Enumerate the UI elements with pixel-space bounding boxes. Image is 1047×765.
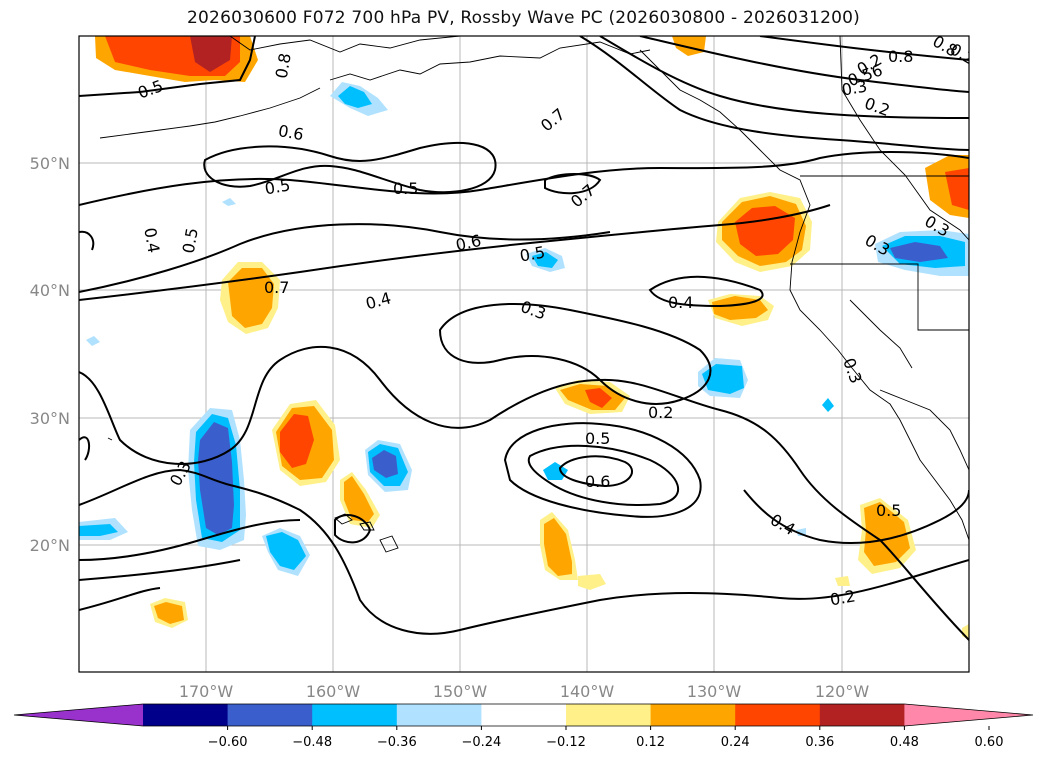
pv-contours — [79, 36, 969, 641]
pv-anomaly-fills — [79, 36, 969, 640]
colorbar-tick-label: 0.36 — [805, 735, 834, 750]
map-title: 2026030600 F072 700 hPa PV, Rossby Wave … — [187, 8, 860, 28]
contour-label: 0.4 — [140, 226, 163, 254]
colorbar-tick-label: −0.12 — [546, 735, 586, 750]
colorbar-tick-label: −0.36 — [377, 735, 417, 750]
contour-label: 0.5 — [135, 76, 165, 103]
colorbar-segment — [735, 704, 821, 726]
longitude-labels: 170°W 160°W 150°W 140°W 130°W 120°W — [179, 682, 870, 701]
contour-label: 0.7 — [537, 104, 569, 135]
colorbar-tick-label: −0.60 — [208, 735, 248, 750]
contour-label: 0.5 — [876, 501, 901, 520]
lat-label: 20°N — [30, 536, 70, 555]
lon-label: 160°W — [306, 682, 361, 701]
graticule — [79, 36, 969, 672]
colorbar-tick-label: −0.48 — [292, 735, 332, 750]
colorbar-segment — [227, 704, 313, 726]
lat-label: 50°N — [30, 154, 70, 173]
lon-label: 120°W — [815, 682, 870, 701]
colorbar-tick-label: −0.24 — [461, 735, 501, 750]
contour-label: 0.4 — [767, 510, 799, 539]
colorbar-segment — [650, 704, 736, 726]
lat-label: 30°N — [30, 409, 70, 428]
colorbar-tick-label: 0.60 — [975, 735, 1004, 750]
contour-label: 0.4 — [364, 288, 394, 313]
lon-label: 150°W — [433, 682, 488, 701]
colorbar-segment — [481, 704, 567, 726]
contour-label: 0.2 — [648, 403, 673, 422]
contour-label: 0.8 — [888, 47, 913, 66]
contour-label: 0.5 — [263, 175, 291, 198]
contour-label: 0.5 — [393, 179, 418, 198]
latitude-labels: 50°N 40°N 30°N 20°N — [30, 154, 70, 555]
contour-label: 0.8 — [272, 52, 295, 80]
colorbar-extend-max — [904, 704, 1033, 726]
lat-label: 40°N — [30, 281, 70, 300]
contour-label: 0.5 — [179, 226, 202, 254]
colorbar-segment — [143, 704, 229, 726]
contour-label: 0.3 — [839, 356, 866, 386]
colorbar-tick-label: 0.24 — [721, 735, 750, 750]
colorbar-tick-label: 0.12 — [636, 735, 665, 750]
contour-label: 0.6 — [277, 121, 305, 144]
colorbar-segment — [566, 704, 652, 726]
colorbar-tick-label: 0.48 — [890, 735, 919, 750]
contour-label: 0.4 — [668, 293, 693, 312]
contour-label: 0.6 — [585, 472, 610, 491]
colorbar-segment — [819, 704, 905, 726]
contour-label: 0.5 — [585, 429, 610, 448]
lon-label: 170°W — [179, 682, 234, 701]
colorbar: −0.60 −0.48 −0.36 −0.24 −0.12 0.12 0.24 0.36 0.4… — [13, 703, 1034, 750]
map-frame — [78, 35, 970, 673]
colorbar-outline — [13, 703, 1034, 727]
coastlines — [99, 36, 969, 553]
contour-label: 0.7 — [567, 180, 599, 211]
contour-label: 0.2 — [828, 586, 856, 609]
lon-label: 140°W — [560, 682, 615, 701]
contour-label: 0.3 — [518, 297, 548, 324]
contour-label: 0.6 — [454, 231, 483, 255]
lon-label: 130°W — [687, 682, 742, 701]
colorbar-segment — [312, 704, 398, 726]
contour-label: 0.3 — [840, 76, 868, 99]
contour-label: 0.5 — [518, 242, 546, 265]
colorbar-extend-min — [14, 704, 143, 726]
colorbar-segment — [396, 704, 482, 726]
contour-label: 0.7 — [264, 278, 289, 297]
